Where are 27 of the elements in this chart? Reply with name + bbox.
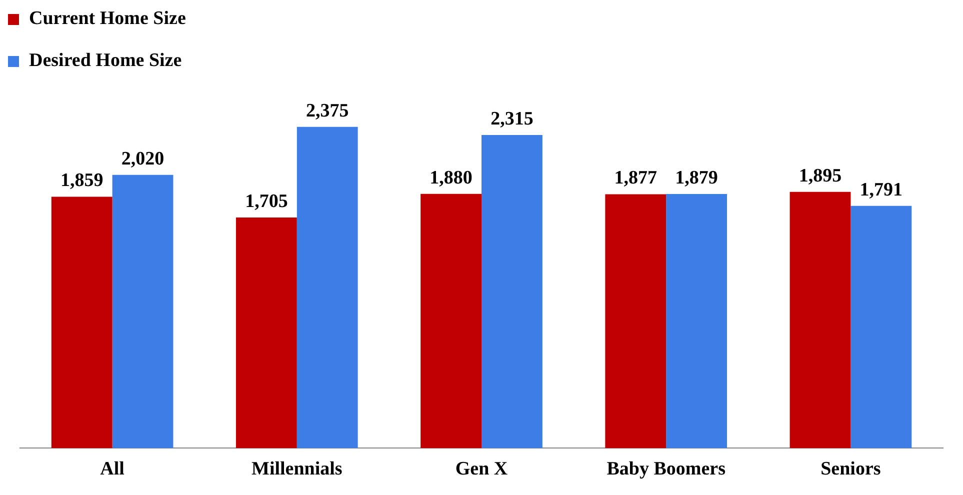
legend-label: Current Home Size — [29, 8, 186, 30]
x-tick-label: All — [100, 458, 124, 480]
bar — [236, 218, 297, 448]
data-label: 2,315 — [490, 108, 534, 130]
x-tick-label: Gen X — [455, 458, 508, 480]
x-tick-label: Seniors — [820, 458, 881, 480]
bar — [296, 126, 358, 448]
bar — [112, 174, 174, 448]
bar — [790, 192, 851, 448]
data-label: 1,880 — [430, 167, 472, 188]
bar — [605, 194, 666, 448]
data-label: 1,895 — [798, 165, 842, 186]
data-label: 1,791 — [860, 179, 903, 200]
bar — [666, 194, 728, 448]
data-label: 1,877 — [614, 168, 658, 189]
bar — [420, 194, 482, 448]
data-label: 1,705 — [245, 190, 288, 212]
x-tick-label: Millennials — [252, 458, 342, 480]
data-label: 2,375 — [306, 100, 349, 122]
data-label: 1,859 — [60, 170, 104, 192]
data-label: 2,020 — [121, 148, 164, 170]
bar — [482, 135, 542, 448]
bar — [850, 206, 912, 448]
data-label: 1,879 — [675, 167, 718, 188]
legend-label: Desired Home Size — [29, 50, 182, 72]
bar — [51, 196, 112, 448]
x-tick-label: Baby Boomers — [606, 458, 726, 480]
